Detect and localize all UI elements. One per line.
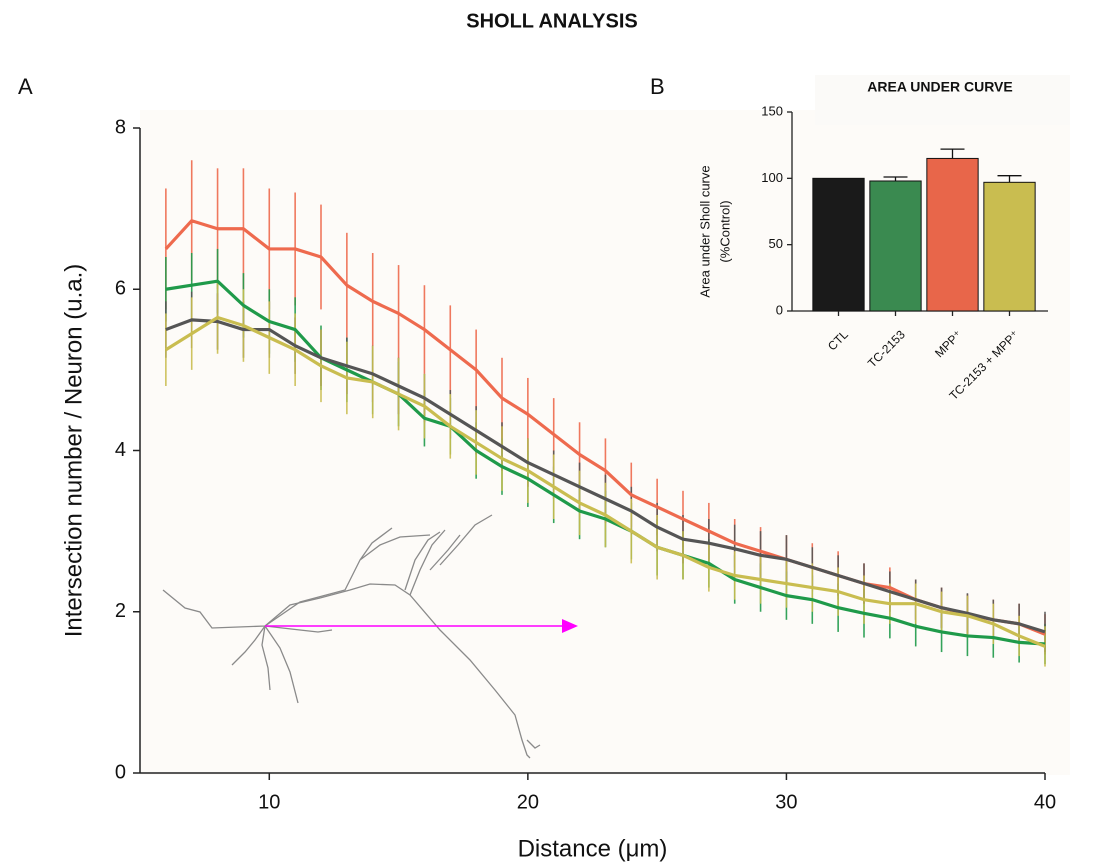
x-tick-label: 30 bbox=[775, 791, 797, 813]
y-tick-label: 0 bbox=[115, 761, 126, 783]
y-axis-label: Area under Sholl curve bbox=[697, 165, 712, 297]
error-bar bbox=[883, 176, 908, 181]
series-line bbox=[164, 219, 1046, 636]
bar bbox=[869, 180, 922, 312]
series-line bbox=[165, 318, 1046, 634]
error-bar bbox=[940, 148, 965, 159]
y-tick-label: 0 bbox=[776, 302, 783, 317]
x-tick-label: 10 bbox=[258, 791, 280, 813]
x-axis-label: Distance (μm) bbox=[518, 835, 668, 862]
series-line bbox=[165, 315, 1046, 648]
x-tick-label: 20 bbox=[517, 791, 539, 813]
bar bbox=[812, 177, 865, 312]
figure-title: SHOLL ANALYSIS bbox=[466, 10, 638, 32]
y-axis-label: Intersection number / Neuron (u.a.) bbox=[60, 264, 87, 638]
series-line bbox=[165, 279, 1046, 646]
y-tick-label: 8 bbox=[115, 116, 126, 138]
radius-arrow bbox=[265, 619, 578, 633]
panel-label: A bbox=[18, 74, 33, 99]
inset-title-background bbox=[815, 75, 1070, 125]
inset-title: AREA UNDER CURVE bbox=[867, 79, 1012, 95]
error-bar bbox=[997, 175, 1022, 183]
y-tick-label: 100 bbox=[761, 170, 783, 185]
y-tick-label: 6 bbox=[115, 278, 126, 300]
y-axis-label: (%Control) bbox=[717, 200, 732, 262]
neuron-sketch bbox=[162, 514, 541, 759]
panel-label: B bbox=[650, 74, 665, 99]
y-tick-label: 150 bbox=[761, 103, 783, 118]
x-tick-label: 40 bbox=[1034, 791, 1056, 813]
bar bbox=[926, 157, 979, 312]
y-tick-label: 2 bbox=[115, 600, 126, 622]
y-tick-label: 50 bbox=[769, 236, 783, 251]
bar bbox=[983, 181, 1036, 312]
y-tick-label: 4 bbox=[115, 439, 126, 461]
